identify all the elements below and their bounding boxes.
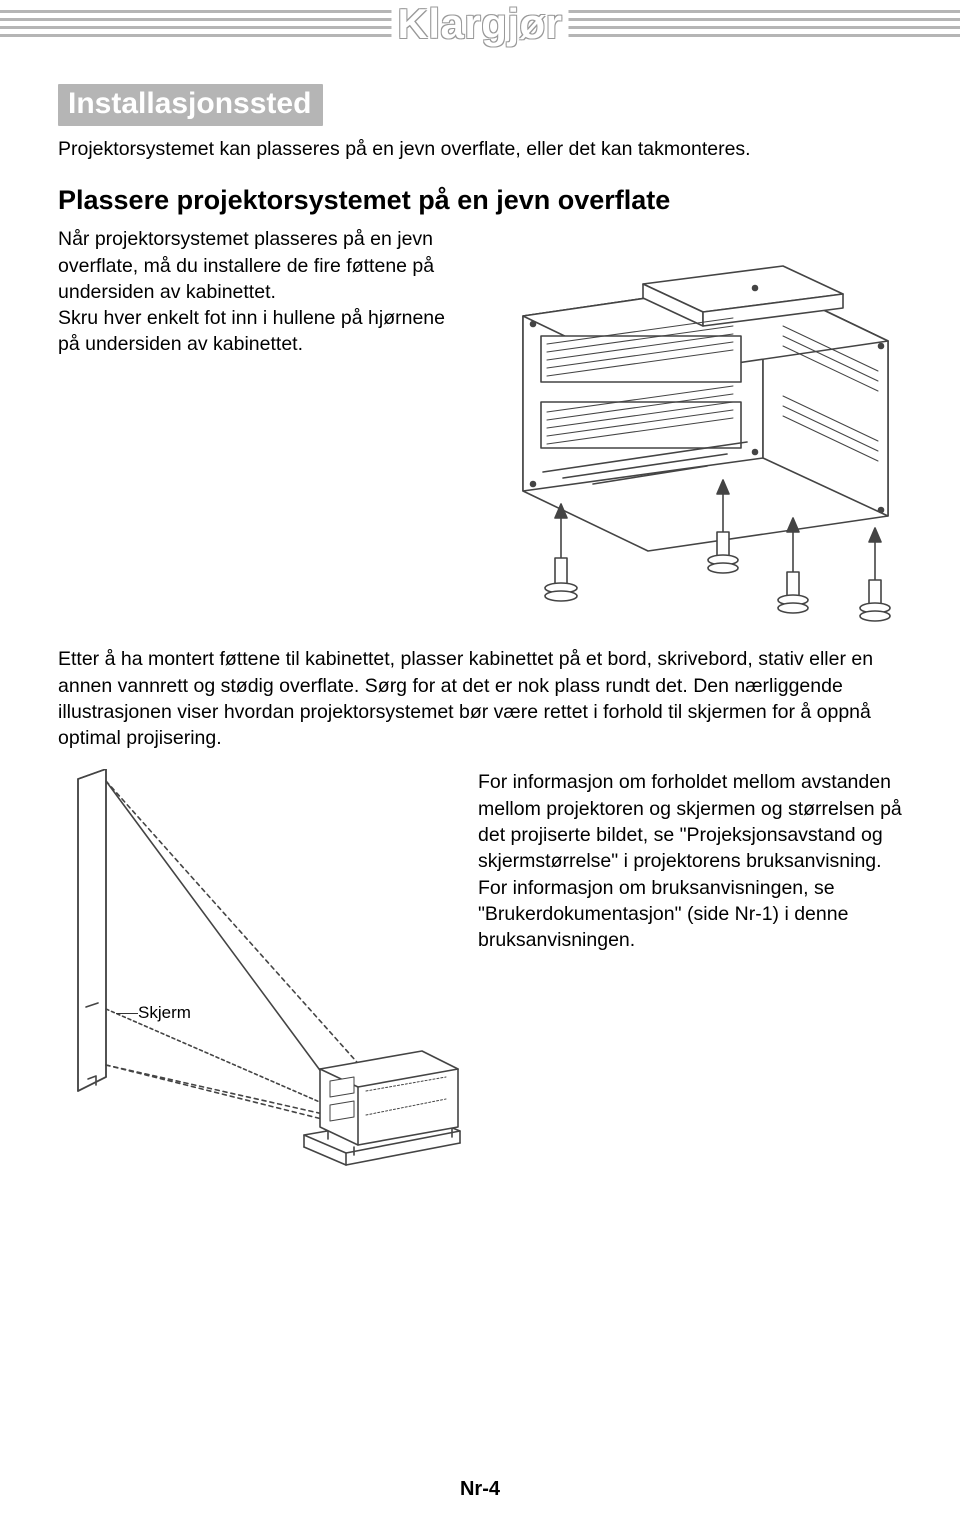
body-paragraph: Etter å ha montert føttene til kabinette… xyxy=(58,646,902,751)
section-heading: Installasjonssted xyxy=(58,84,323,126)
body-paragraph: Når projektorsystemet plasseres på en je… xyxy=(58,226,463,305)
cabinet-illustration xyxy=(483,226,913,656)
projection-row: Skjerm For informasjon om forholdet mell… xyxy=(58,769,902,1169)
intro-text: Projektorsystemet kan plasseres på en je… xyxy=(58,136,902,162)
left-text-column: Når projektorsystemet plasseres på en je… xyxy=(58,226,463,358)
body-paragraph: Skru hver enkelt fot inn i hullene på hj… xyxy=(58,305,463,358)
screen-label-text: Skjerm xyxy=(138,1003,191,1022)
projection-diagram: Skjerm xyxy=(58,769,468,1169)
page-title-banner: Klargjør xyxy=(0,0,960,62)
two-column-block: Når projektorsystemet plasseres på en je… xyxy=(58,226,902,656)
page-root: Klargjør Installasjonssted Projektorsyst… xyxy=(0,0,960,1527)
screen-label: Skjerm xyxy=(138,1003,191,1023)
right-text-column: For informasjon om forholdet mellom avst… xyxy=(478,769,902,953)
cabinet-diagram-icon xyxy=(483,226,913,656)
page-title: Klargjør xyxy=(391,0,568,48)
projection-diagram-icon xyxy=(58,769,468,1169)
label-leader-line xyxy=(116,1013,138,1014)
body-paragraph: For informasjon om forholdet mellom avst… xyxy=(478,769,902,953)
page-footer: Nr-4 xyxy=(0,1478,960,1501)
sub-heading: Plassere projektorsystemet på en jevn ov… xyxy=(58,184,902,216)
